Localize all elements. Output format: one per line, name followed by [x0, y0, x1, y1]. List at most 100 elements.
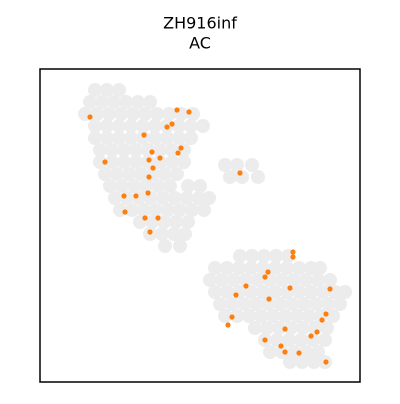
background-spot	[173, 203, 187, 217]
background-spot	[261, 297, 275, 311]
highlight-spot	[141, 132, 147, 138]
highlight-spot	[87, 114, 93, 120]
highlight-spot	[282, 349, 288, 355]
background-spot	[244, 261, 258, 275]
background-spot	[320, 321, 334, 335]
background-spot	[114, 107, 128, 121]
background-spot	[299, 273, 313, 287]
background-spot	[323, 273, 337, 287]
background-spot	[155, 227, 169, 241]
background-spot	[278, 309, 292, 323]
background-spot	[290, 309, 304, 323]
background-spot	[160, 131, 174, 145]
background-spot	[302, 309, 316, 323]
background-spot	[244, 285, 258, 299]
background-spot	[88, 83, 102, 97]
highlight-spot	[278, 343, 284, 349]
background-spot	[215, 273, 229, 287]
background-spot	[326, 309, 340, 323]
background-spot	[296, 321, 310, 335]
background-spot	[220, 261, 234, 275]
background-spot	[83, 95, 97, 109]
background-spot	[120, 191, 134, 205]
background-spot	[100, 131, 114, 145]
background-spot	[129, 143, 143, 157]
highlight-spot	[150, 165, 156, 171]
background-spot	[294, 333, 308, 347]
background-spot	[263, 345, 277, 359]
background-spot	[103, 179, 117, 193]
background-spot	[98, 167, 112, 181]
background-spot	[275, 273, 289, 287]
background-spot	[143, 95, 157, 109]
highlight-spot	[225, 322, 231, 328]
background-spot	[158, 239, 172, 253]
highlight-spot	[169, 121, 175, 127]
background-spot	[282, 333, 296, 347]
background-spot	[107, 95, 121, 109]
background-spot	[260, 321, 274, 335]
highlight-spot	[308, 333, 314, 339]
background-spot	[269, 249, 283, 263]
background-spot	[309, 297, 323, 311]
background-spot	[225, 297, 239, 311]
highlight-spot	[237, 170, 243, 176]
background-spot	[139, 179, 153, 193]
highlight-spot	[102, 159, 108, 165]
background-spot	[283, 355, 297, 369]
background-spot	[242, 309, 256, 323]
background-spot	[197, 203, 211, 217]
background-spot	[257, 249, 271, 263]
background-spot	[148, 131, 162, 145]
background-spot	[273, 297, 287, 311]
background-spot	[125, 203, 139, 217]
plot-frame	[39, 68, 361, 383]
background-spot	[95, 95, 109, 109]
background-spot	[178, 227, 192, 241]
background-spot	[88, 131, 102, 145]
highlight-spot	[146, 157, 152, 163]
background-spot	[254, 309, 268, 323]
background-spot	[170, 167, 184, 181]
background-spot	[129, 155, 143, 169]
background-spot	[126, 107, 140, 121]
background-spot	[268, 261, 282, 275]
highlight-spot	[229, 314, 235, 320]
background-spot	[177, 155, 191, 169]
highlight-spot	[233, 292, 239, 298]
background-spot	[148, 119, 162, 133]
background-spot	[156, 191, 170, 205]
background-spot	[153, 143, 167, 157]
highlight-spot	[262, 274, 268, 280]
highlight-spot	[146, 174, 152, 180]
background-spot	[180, 191, 194, 205]
background-spot	[117, 155, 131, 169]
background-spot	[251, 170, 265, 184]
background-spot	[88, 119, 102, 133]
background-spot	[117, 143, 131, 157]
background-spot	[196, 119, 210, 133]
chart-subtitle: AC	[189, 34, 211, 53]
background-spot	[122, 167, 136, 181]
background-spot	[237, 297, 251, 311]
background-spot	[213, 297, 227, 311]
background-spot	[153, 155, 167, 169]
background-spot	[227, 273, 241, 287]
background-spot	[93, 143, 107, 157]
background-spot	[232, 261, 246, 275]
background-spot	[185, 203, 199, 217]
background-spot	[162, 107, 176, 121]
background-spot	[230, 158, 244, 172]
background-spot	[167, 227, 181, 241]
background-spot	[256, 285, 270, 299]
highlight-spot	[243, 283, 249, 289]
background-spot	[173, 239, 187, 253]
highlight-spot	[323, 311, 329, 317]
background-spot	[151, 179, 165, 193]
background-spot	[136, 119, 150, 133]
background-spot	[218, 158, 232, 172]
highlight-spot	[186, 109, 192, 115]
background-spot	[131, 95, 145, 109]
highlight-spot	[121, 193, 127, 199]
